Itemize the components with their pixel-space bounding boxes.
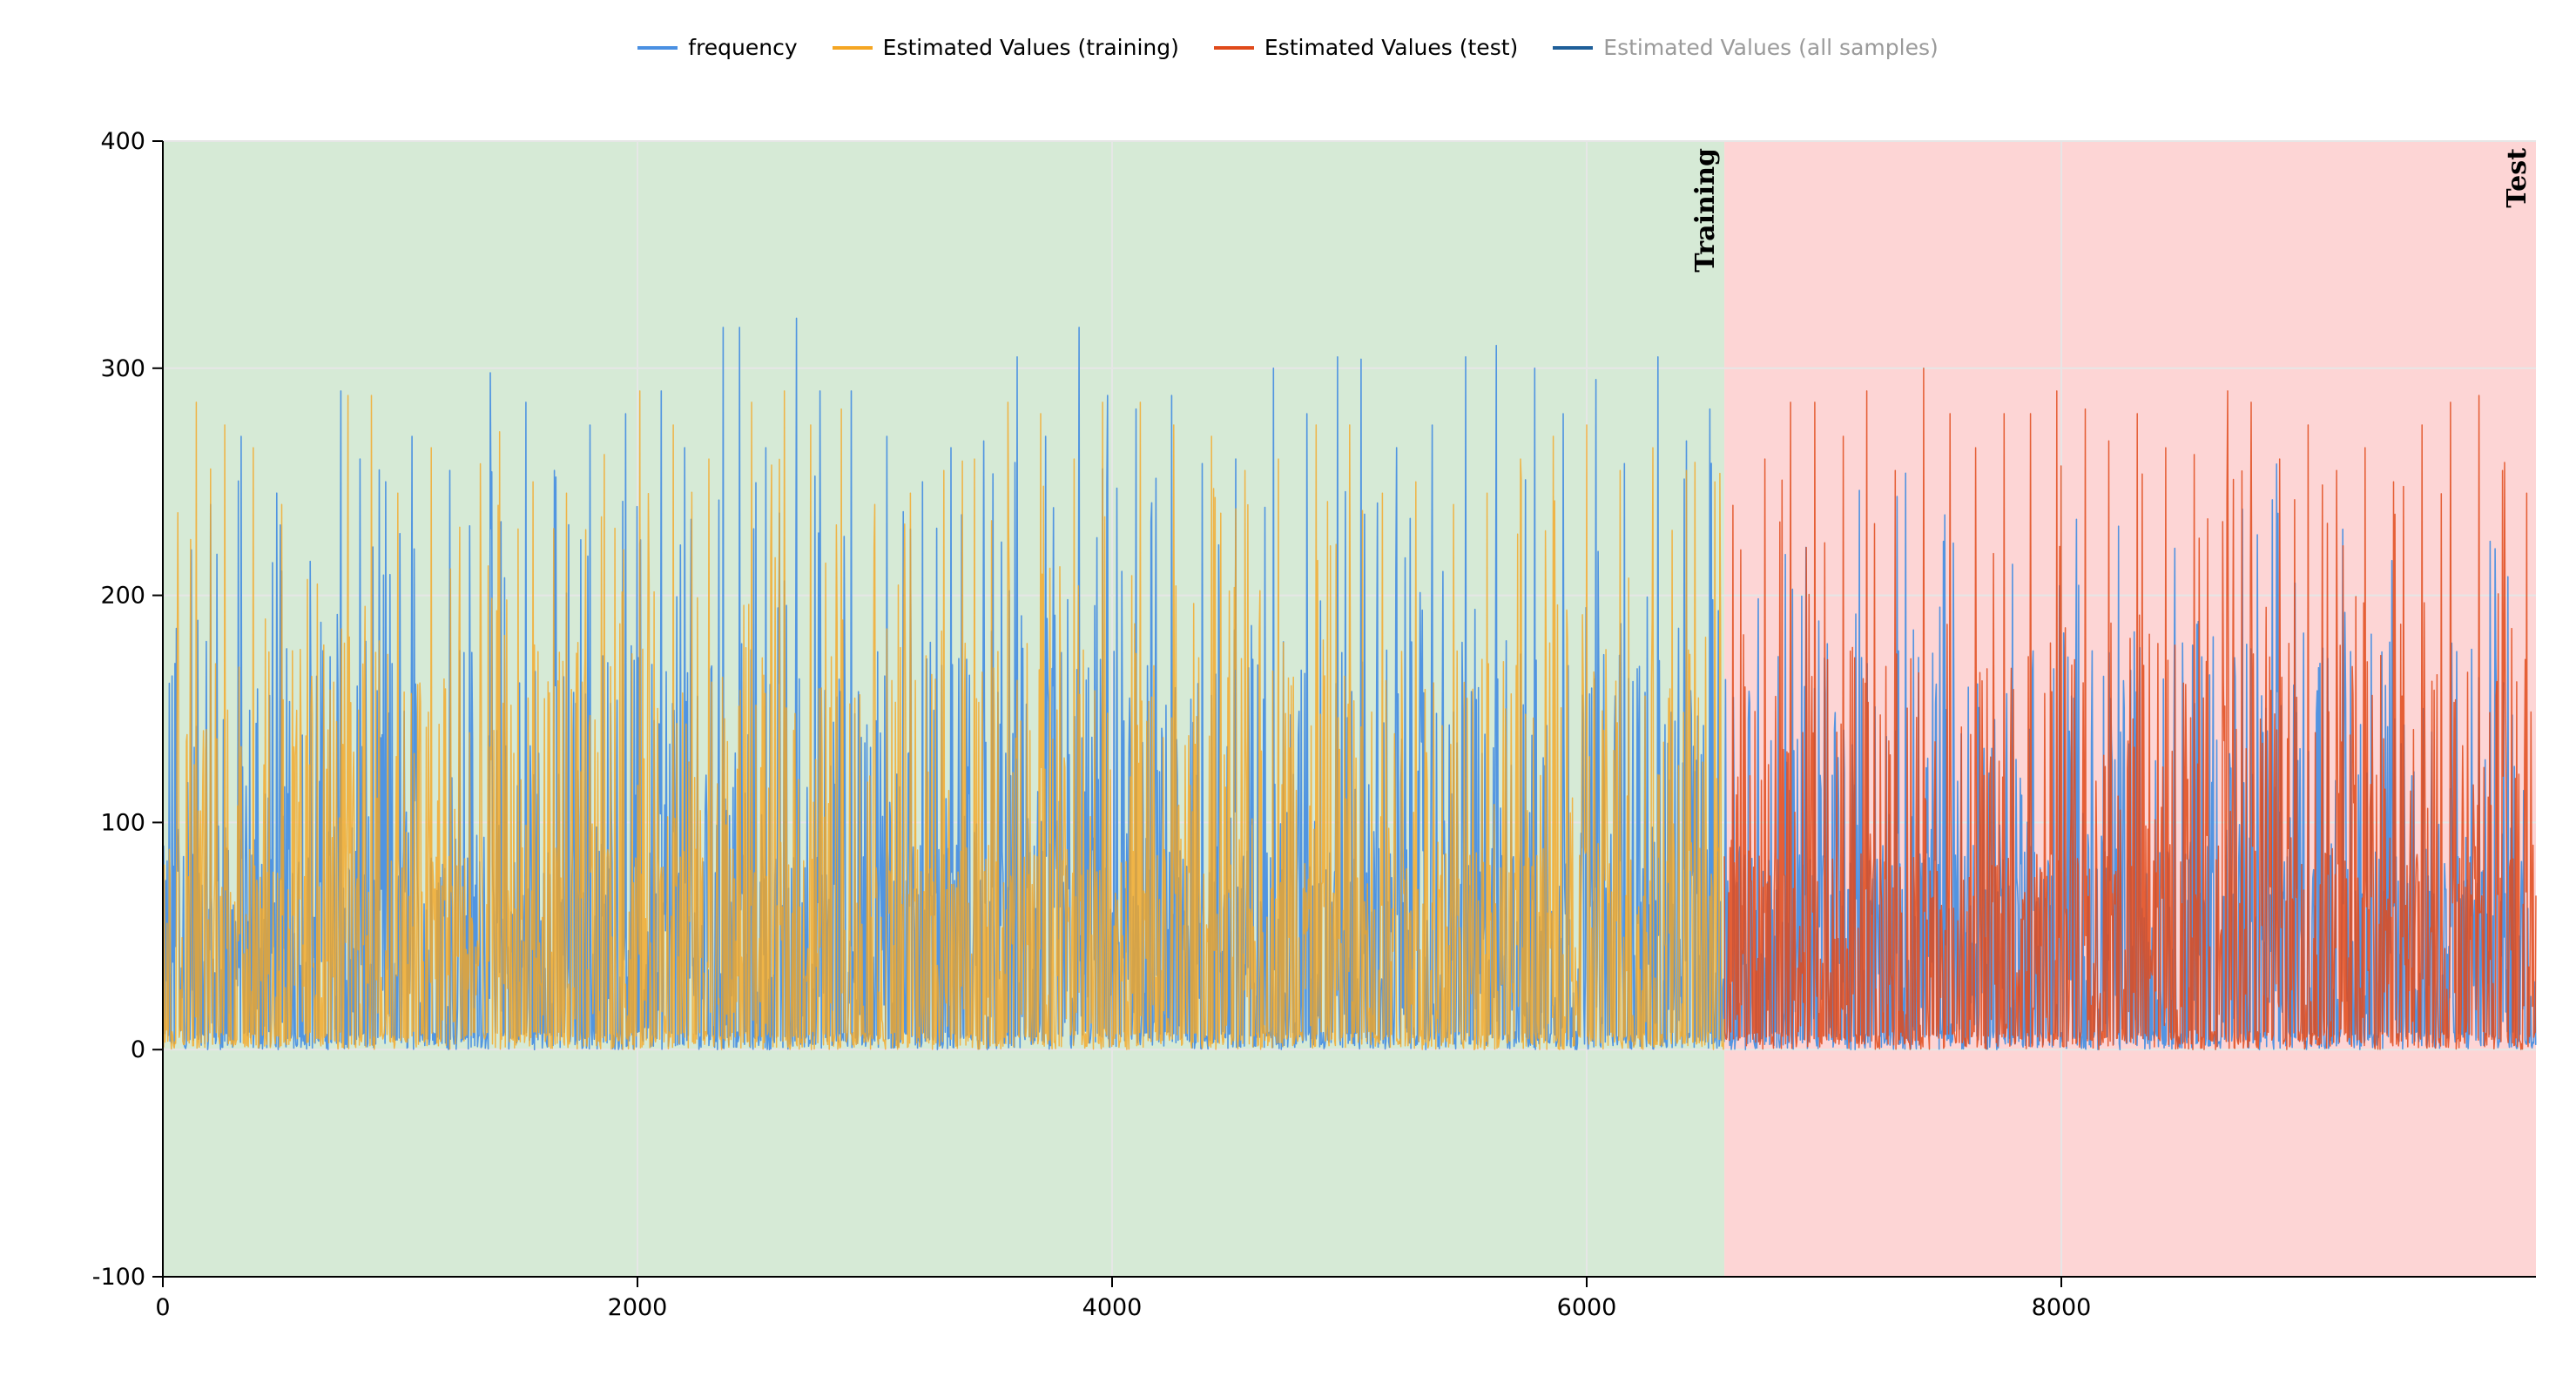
y-tick-label: 300 [100,355,145,382]
chart-legend: frequency Estimated Values (training) Es… [0,35,2576,60]
y-tick-label: 100 [100,809,145,836]
x-tick-label: 0 [155,1294,170,1321]
x-tick-label: 8000 [2032,1294,2092,1321]
legend-label: Estimated Values (test) [1264,35,1519,60]
legend-swatch [1213,45,1254,50]
legend-label: Estimated Values (all samples) [1603,35,1939,60]
x-tick-label: 2000 [608,1294,668,1321]
region-label-test: Test [2502,148,2532,208]
series-estimated-training [162,390,1725,1050]
region-label-training: Training [1690,148,1721,273]
legend-swatch [1553,45,1594,50]
legend-swatch [832,45,873,50]
legend-item-test[interactable]: Estimated Values (test) [1213,35,1519,60]
legend-item-training[interactable]: Estimated Values (training) [832,35,1179,60]
y-tick-label: 0 [131,1036,145,1063]
axes [152,140,2536,1287]
y-tick-label: 200 [100,583,145,610]
legend-item-all-samples[interactable]: Estimated Values (all samples) [1553,35,1939,60]
y-tick-label: 400 [100,128,145,155]
legend-swatch [637,45,678,50]
x-tick-label: 6000 [1557,1294,1617,1321]
legend-label: frequency [688,35,798,60]
series-lines [162,317,2537,1050]
series-estimated-test [1723,368,2537,1050]
x-tick-label: 4000 [1082,1294,1143,1321]
legend-label: Estimated Values (training) [882,35,1179,60]
y-tick-label: -100 [92,1264,145,1291]
legend-item-frequency[interactable]: frequency [637,35,798,60]
